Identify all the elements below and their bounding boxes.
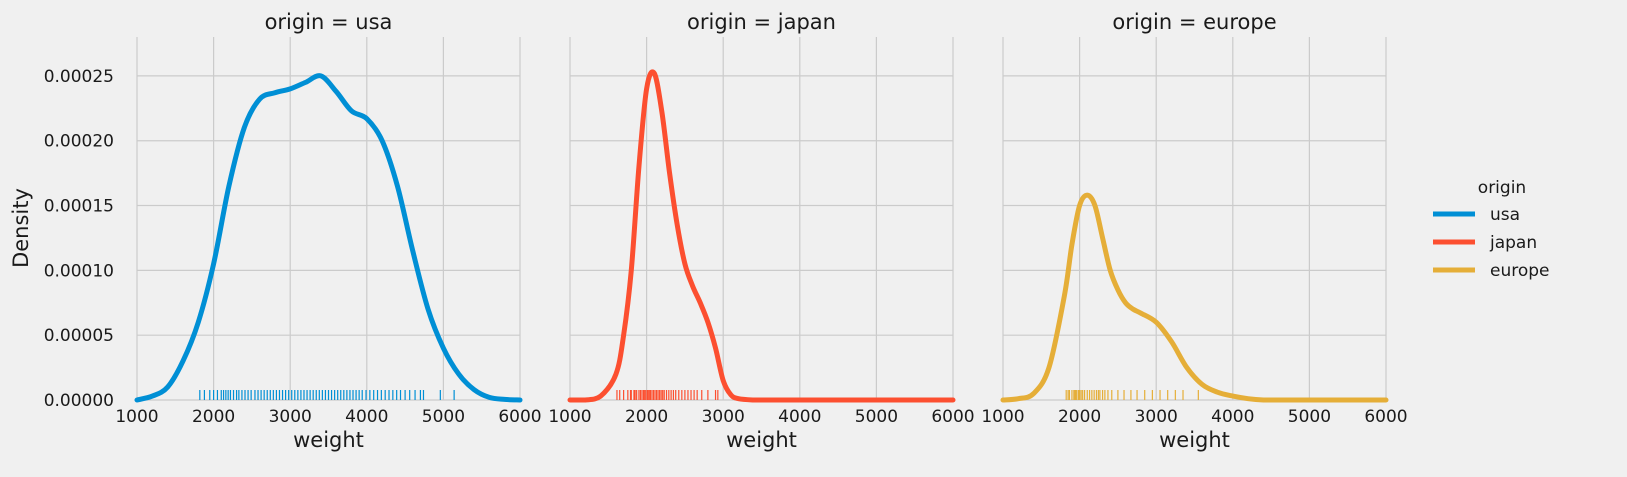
kde-line-europe <box>1000 192 1389 403</box>
x-axis-label: weight <box>726 428 797 452</box>
x-axis-label: weight <box>293 428 364 452</box>
x-tick-label: 2000 <box>1058 407 1101 427</box>
panel-title: origin = europe <box>1112 10 1276 34</box>
x-tick-label: 6000 <box>931 407 974 427</box>
y-tick-label: 0.00020 <box>44 132 114 152</box>
facet-panels: origin = usa 1000 2000 3000 4000 5000 6000 weig… <box>44 10 1408 452</box>
y-tick-label: 0.00005 <box>44 326 114 346</box>
y-tick-label: 0.00015 <box>44 197 114 217</box>
legend-label-japan: japan <box>1489 233 1537 253</box>
y-axis-label: Density <box>9 188 33 268</box>
x-tick-label: 4000 <box>778 407 821 427</box>
rug-usa <box>199 390 455 400</box>
panel-title: origin = usa <box>265 10 393 34</box>
legend: origin usa japan europe <box>1433 178 1550 281</box>
x-tick-label: 6000 <box>498 407 541 427</box>
facet-panel-japan: origin = japan 1000 2000 3000 4000 5000 6000 we… <box>548 10 974 452</box>
x-axis-label: weight <box>1159 428 1230 452</box>
facet-panel-usa: origin = usa 1000 2000 3000 4000 5000 6000 weig… <box>44 10 542 452</box>
y-tick-label: 0.00000 <box>44 391 114 411</box>
y-tick-label: 0.00010 <box>44 261 114 281</box>
x-tick-label: 4000 <box>1211 407 1254 427</box>
x-tick-label: 1000 <box>115 407 158 427</box>
panel-title: origin = japan <box>687 10 836 34</box>
y-tick-label: 0.00025 <box>44 67 114 87</box>
x-tick-label: 1000 <box>981 407 1024 427</box>
x-tick-label: 2000 <box>625 407 668 427</box>
kde-line-japan <box>567 69 956 403</box>
x-tick-label: 5000 <box>422 407 465 427</box>
x-tick-label: 6000 <box>1364 407 1407 427</box>
x-tick-label: 5000 <box>1288 407 1331 427</box>
rug-japan <box>616 390 719 400</box>
facet-panel-europe: origin = europe 1000 2000 3000 4000 5000 6000 w… <box>981 10 1407 452</box>
x-tick-label: 1000 <box>548 407 591 427</box>
x-tick-label: 5000 <box>855 407 898 427</box>
rug-europe <box>1065 390 1199 400</box>
x-tick-label: 3000 <box>1135 407 1178 427</box>
legend-label-europe: europe <box>1490 261 1550 281</box>
x-tick-label: 3000 <box>269 407 312 427</box>
legend-title: origin <box>1478 178 1526 198</box>
x-tick-label: 2000 <box>192 407 235 427</box>
x-tick-label: 3000 <box>702 407 745 427</box>
x-tick-label: 4000 <box>345 407 388 427</box>
legend-label-usa: usa <box>1490 205 1520 225</box>
kde-line-usa <box>134 73 523 403</box>
